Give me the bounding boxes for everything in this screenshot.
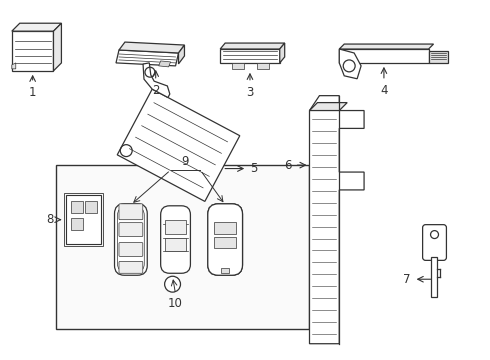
Polygon shape xyxy=(339,49,429,63)
Text: 1: 1 xyxy=(29,86,36,99)
Polygon shape xyxy=(119,42,184,53)
Polygon shape xyxy=(117,89,240,201)
Text: 9: 9 xyxy=(182,155,189,168)
FancyBboxPatch shape xyxy=(119,243,143,256)
Bar xyxy=(214,237,236,248)
Polygon shape xyxy=(257,63,269,69)
Polygon shape xyxy=(143,63,170,98)
Bar xyxy=(221,268,229,273)
Polygon shape xyxy=(116,50,178,66)
Polygon shape xyxy=(210,205,240,230)
Text: 4: 4 xyxy=(380,84,388,97)
Polygon shape xyxy=(232,63,244,69)
Polygon shape xyxy=(12,63,16,69)
FancyBboxPatch shape xyxy=(208,204,243,275)
FancyBboxPatch shape xyxy=(422,225,446,260)
Bar xyxy=(165,220,187,234)
Text: 6: 6 xyxy=(284,159,292,172)
Polygon shape xyxy=(310,96,364,344)
Bar xyxy=(66,195,101,244)
FancyBboxPatch shape xyxy=(118,207,144,272)
Polygon shape xyxy=(310,103,347,111)
Circle shape xyxy=(165,276,180,292)
Bar xyxy=(72,201,83,213)
FancyBboxPatch shape xyxy=(161,206,191,273)
Text: 8: 8 xyxy=(46,213,53,226)
Polygon shape xyxy=(429,51,448,63)
Bar xyxy=(214,222,236,234)
Polygon shape xyxy=(53,23,61,71)
Bar xyxy=(85,201,97,213)
Polygon shape xyxy=(220,49,280,63)
Text: 2: 2 xyxy=(152,84,159,97)
Text: 3: 3 xyxy=(246,86,254,99)
Bar xyxy=(72,218,83,230)
Polygon shape xyxy=(339,44,434,49)
Polygon shape xyxy=(339,49,361,79)
Text: 5: 5 xyxy=(250,162,257,175)
Polygon shape xyxy=(159,61,171,67)
Polygon shape xyxy=(178,45,184,64)
Text: 7: 7 xyxy=(403,273,411,286)
Text: 10: 10 xyxy=(168,297,183,310)
FancyBboxPatch shape xyxy=(115,204,147,275)
FancyBboxPatch shape xyxy=(208,204,243,275)
Bar xyxy=(165,238,187,251)
FancyBboxPatch shape xyxy=(119,204,143,220)
Polygon shape xyxy=(280,43,285,63)
Bar xyxy=(64,193,103,247)
FancyBboxPatch shape xyxy=(119,261,143,273)
FancyBboxPatch shape xyxy=(119,223,143,237)
Polygon shape xyxy=(12,23,61,31)
Polygon shape xyxy=(431,257,437,297)
Polygon shape xyxy=(12,31,53,71)
Bar xyxy=(56,165,310,329)
Polygon shape xyxy=(220,43,285,49)
